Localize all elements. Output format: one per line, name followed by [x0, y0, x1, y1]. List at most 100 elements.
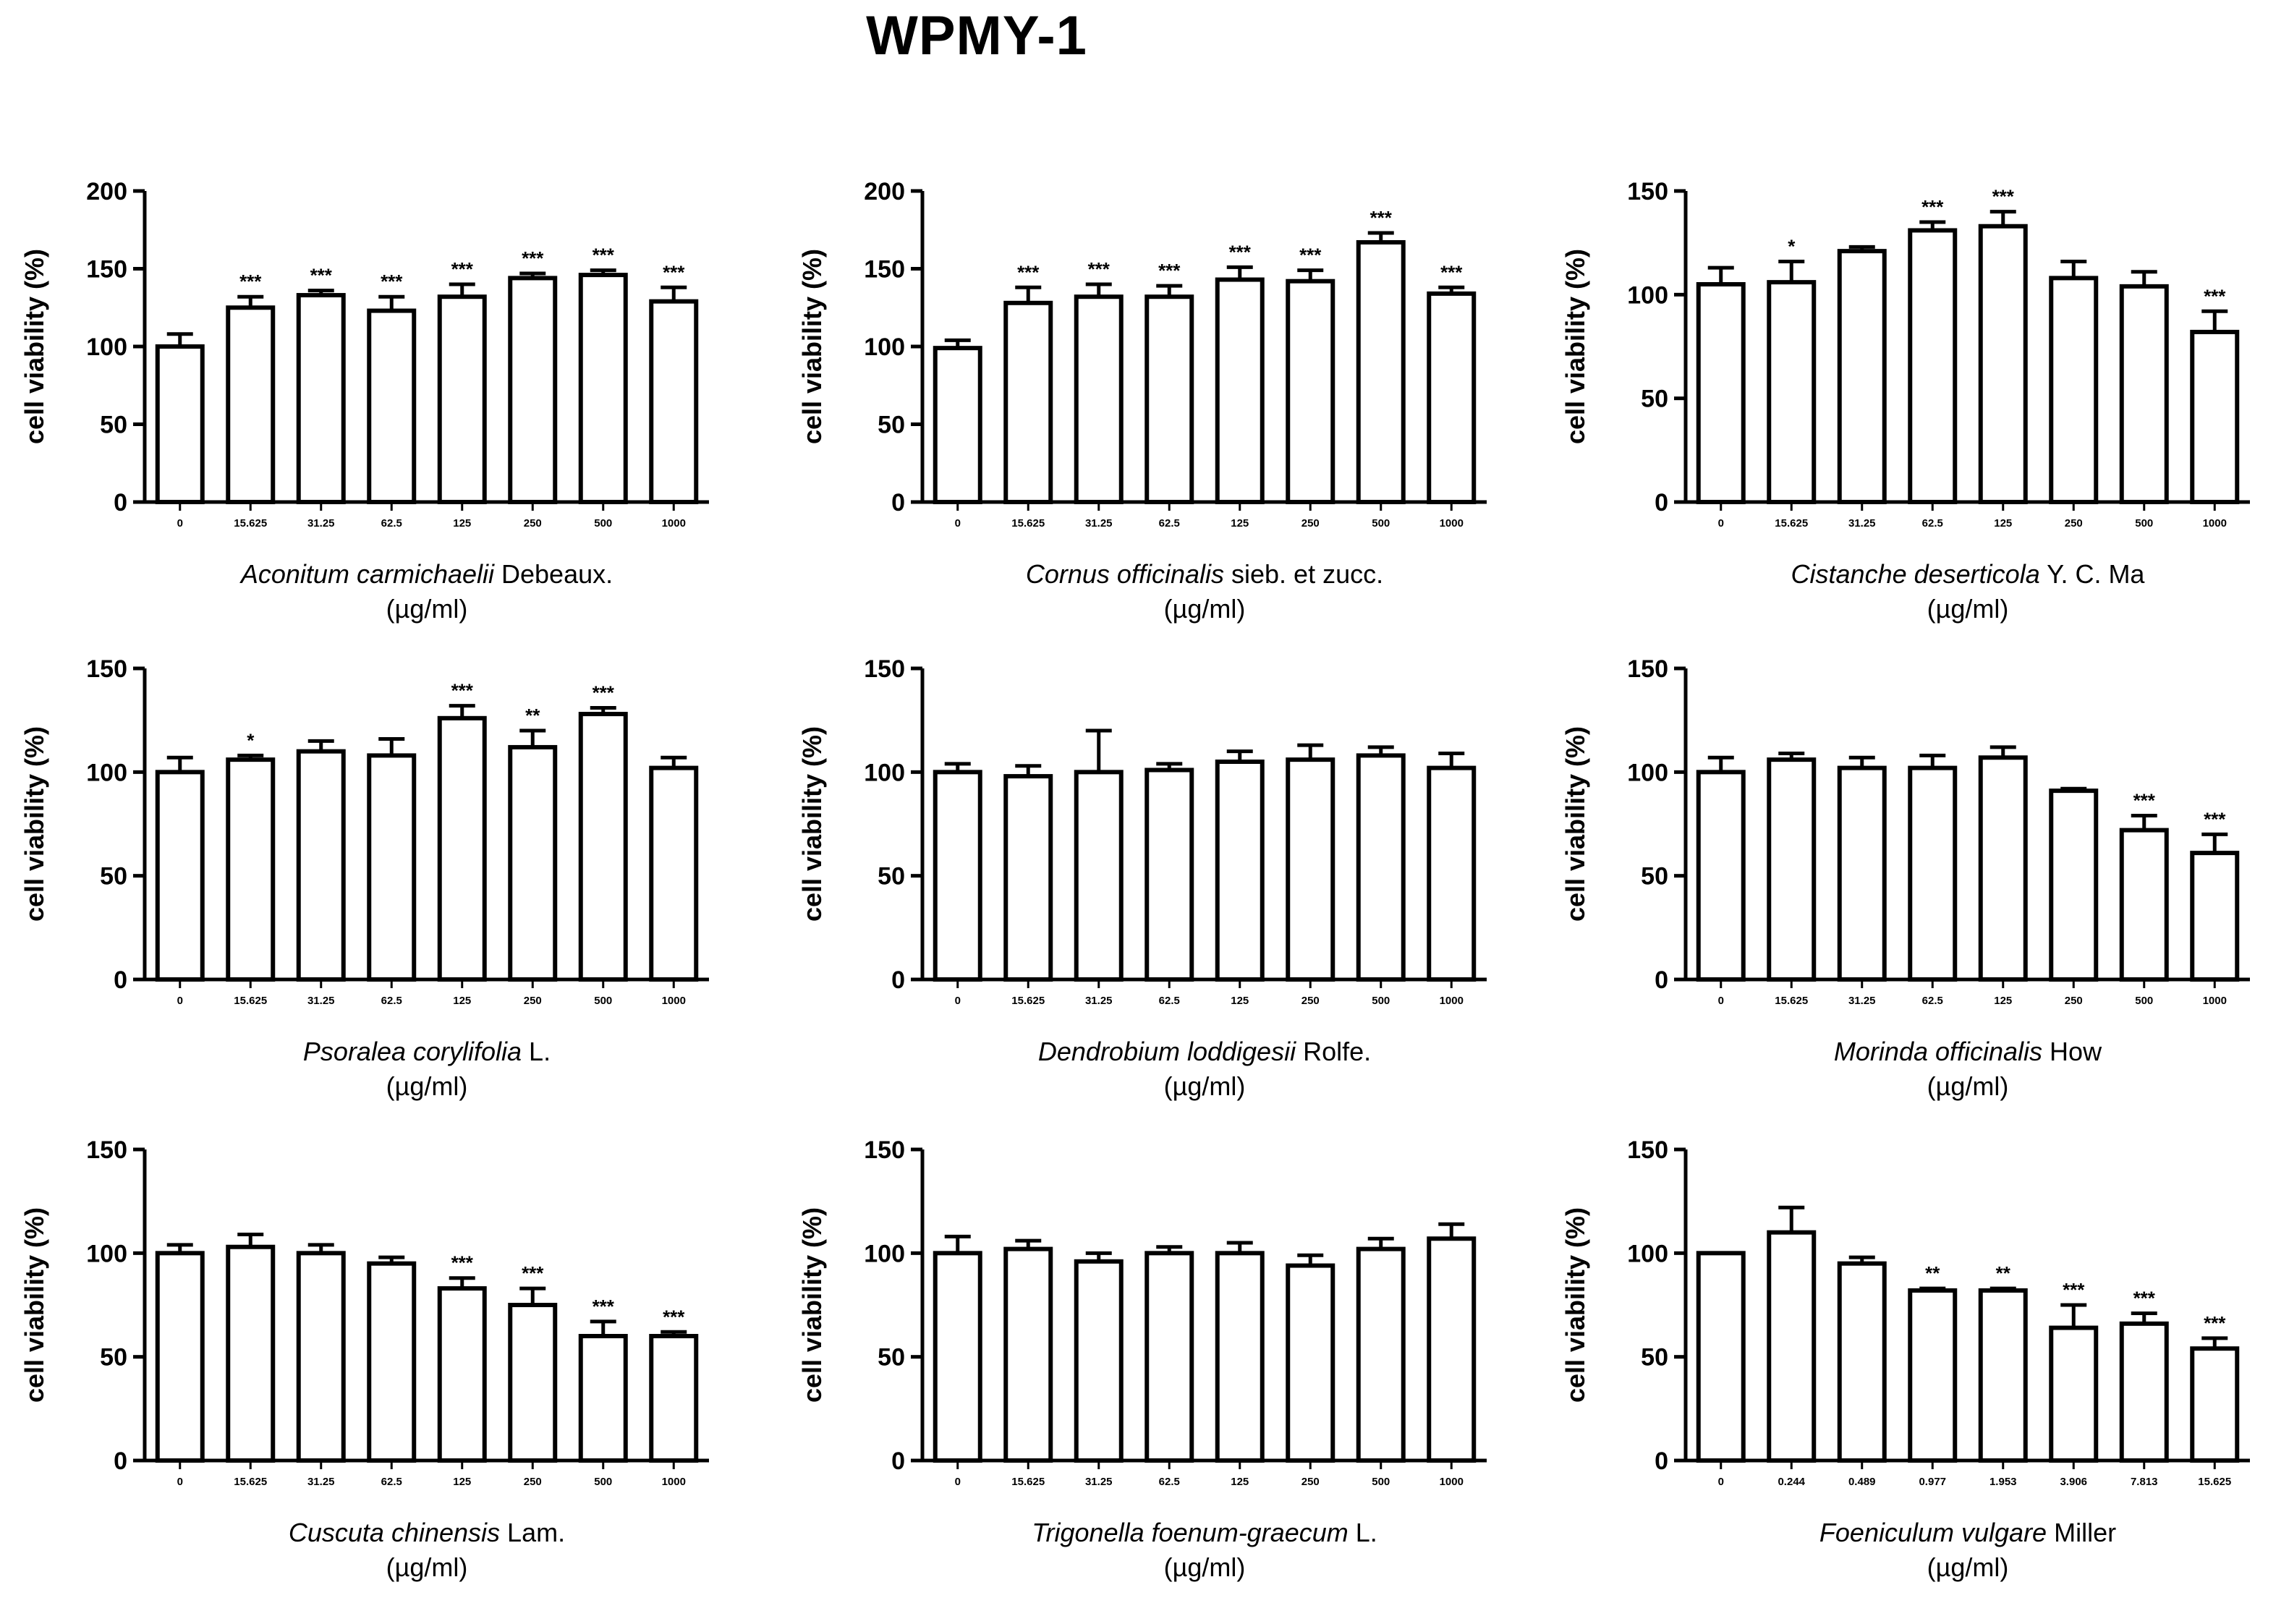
x-tick-label: 0	[177, 995, 183, 1007]
y-tick-label: 50	[1641, 863, 1668, 890]
chart-panel: cell viability (%) 0 50 100 150 0 15.625 31.25 6…	[785, 637, 1508, 1143]
x-tick-label: 1.953	[1989, 1476, 2017, 1488]
significance-marker: ***	[1921, 196, 1944, 218]
bar	[1003, 774, 1053, 982]
y-tick-label: 100	[86, 1240, 127, 1267]
y-axis-label: cell viability (%)	[20, 249, 49, 444]
y-tick-label: 150	[1627, 178, 1668, 205]
x-tick-label: 125	[1231, 995, 1249, 1007]
bar	[1003, 300, 1053, 505]
x-tick-label: 31.25	[307, 995, 335, 1007]
y-tick-label: 50	[878, 863, 905, 890]
bar	[226, 1244, 276, 1463]
x-tick-label: 15.625	[234, 517, 267, 530]
bar	[1286, 757, 1335, 982]
significance-marker: ***	[663, 1306, 685, 1327]
significance-marker: ***	[593, 1296, 615, 1317]
bar	[649, 765, 699, 982]
x-axis-unit: (µg/ml)	[386, 1552, 468, 1582]
x-tick-label: 15.625	[234, 995, 267, 1007]
bar	[437, 715, 487, 982]
bar-chart: cell viability (%) 0 50 100 150 0 * 15.625 31.25…	[20, 655, 709, 1101]
bar	[296, 1251, 346, 1463]
x-tick-label: 62.5	[381, 995, 402, 1007]
y-axis-label: cell viability (%)	[20, 726, 49, 922]
chart-panel: cell viability (%) 0 50 100 150 0 15.625 31.25 6…	[7, 1118, 731, 1624]
x-tick-label: 1000	[2203, 995, 2227, 1007]
x-tick-label: 62.5	[1159, 517, 1180, 530]
bar	[933, 770, 982, 982]
significance-marker: ***	[2204, 808, 2226, 830]
y-tick-label: 0	[891, 489, 905, 516]
y-tick-label: 100	[86, 333, 127, 361]
x-tick-label: 62.5	[1922, 995, 1943, 1007]
x-tick-label: 62.5	[381, 1476, 402, 1488]
x-axis-caption: Cornus officinalis sieb. et zucc.	[1026, 559, 1383, 589]
bar-chart: cell viability (%) 0 50 100 150 0 15.625 31.25 6…	[20, 1136, 709, 1582]
bar	[578, 1334, 628, 1463]
y-tick-label: 50	[1641, 386, 1668, 413]
x-tick-label: 1000	[662, 1476, 686, 1488]
y-tick-label: 0	[1655, 489, 1668, 516]
chart-panel: cell viability (%) 0 50 100 150 0 15.625 31.25 6…	[785, 1118, 1508, 1624]
bar	[1144, 294, 1194, 504]
y-tick-label: 0	[114, 489, 127, 516]
bar	[933, 346, 982, 504]
x-tick-label: 0.244	[1778, 1476, 1805, 1488]
significance-marker: ***	[2204, 285, 2226, 307]
x-axis-caption: Psoralea corylifolia L.	[303, 1037, 551, 1066]
significance-marker: *	[1788, 235, 1796, 257]
significance-marker: ***	[2204, 1312, 2226, 1334]
x-tick-label: 31.25	[1848, 995, 1876, 1007]
y-tick-label: 100	[86, 759, 127, 786]
significance-marker: ***	[1299, 245, 1322, 266]
y-axis-label: cell viability (%)	[797, 1207, 827, 1403]
bar	[1074, 1259, 1124, 1463]
x-tick-label: 250	[524, 1476, 542, 1488]
x-tick-label: 0	[1718, 1476, 1724, 1488]
x-tick-label: 250	[1301, 1476, 1320, 1488]
bar	[1837, 765, 1887, 982]
y-tick-label: 100	[864, 333, 905, 361]
bar	[1767, 757, 1817, 982]
significance-marker: ***	[1370, 207, 1393, 229]
x-tick-label: 0	[1718, 995, 1724, 1007]
bar	[367, 1261, 417, 1463]
y-tick-label: 50	[100, 412, 127, 439]
x-tick-label: 1000	[1440, 1476, 1464, 1488]
bar	[437, 294, 487, 504]
x-tick-label: 31.25	[1848, 517, 1876, 530]
species-name: Dendrobium loddigesii	[1038, 1037, 1296, 1066]
bar	[155, 770, 205, 982]
bar	[1427, 765, 1477, 982]
x-tick-label: 62.5	[1159, 1476, 1180, 1488]
x-tick-label: 500	[594, 1476, 612, 1488]
figure-title: WPMY-1	[866, 5, 1087, 67]
bar	[1074, 770, 1124, 982]
bar	[649, 1334, 699, 1463]
y-tick-label: 50	[1641, 1344, 1668, 1372]
bar	[1003, 1246, 1053, 1463]
y-axis-label: cell viability (%)	[1560, 726, 1590, 922]
x-tick-label: 15.625	[1011, 1476, 1045, 1488]
bar-chart: cell viability (%) 0 50 100 150 200 0 *** 15.625…	[20, 178, 709, 624]
x-tick-label: 62.5	[381, 517, 402, 530]
x-tick-label: 500	[1372, 995, 1390, 1007]
y-tick-label: 150	[864, 655, 905, 683]
y-tick-label: 0	[891, 966, 905, 994]
bar	[1837, 1261, 1887, 1463]
bar	[367, 753, 417, 982]
species-authority: L.	[522, 1037, 551, 1066]
chart-panel: cell viability (%) 0 50 100 150 0 15.625 31.25 6…	[1548, 637, 2272, 1143]
x-axis-caption: Cuscuta chinensis Lam.	[289, 1518, 565, 1547]
species-name: Cornus officinalis	[1026, 559, 1224, 589]
x-axis-unit: (µg/ml)	[386, 1071, 468, 1101]
bar	[508, 744, 558, 982]
bar	[1286, 279, 1335, 504]
x-tick-label: 250	[524, 517, 542, 530]
bar	[1978, 1288, 2028, 1463]
species-name: Psoralea corylifolia	[303, 1037, 522, 1066]
y-axis-label: cell viability (%)	[797, 726, 827, 922]
x-axis-caption: Trigonella foenum-graecum L.	[1032, 1518, 1377, 1547]
bar	[437, 1286, 487, 1463]
